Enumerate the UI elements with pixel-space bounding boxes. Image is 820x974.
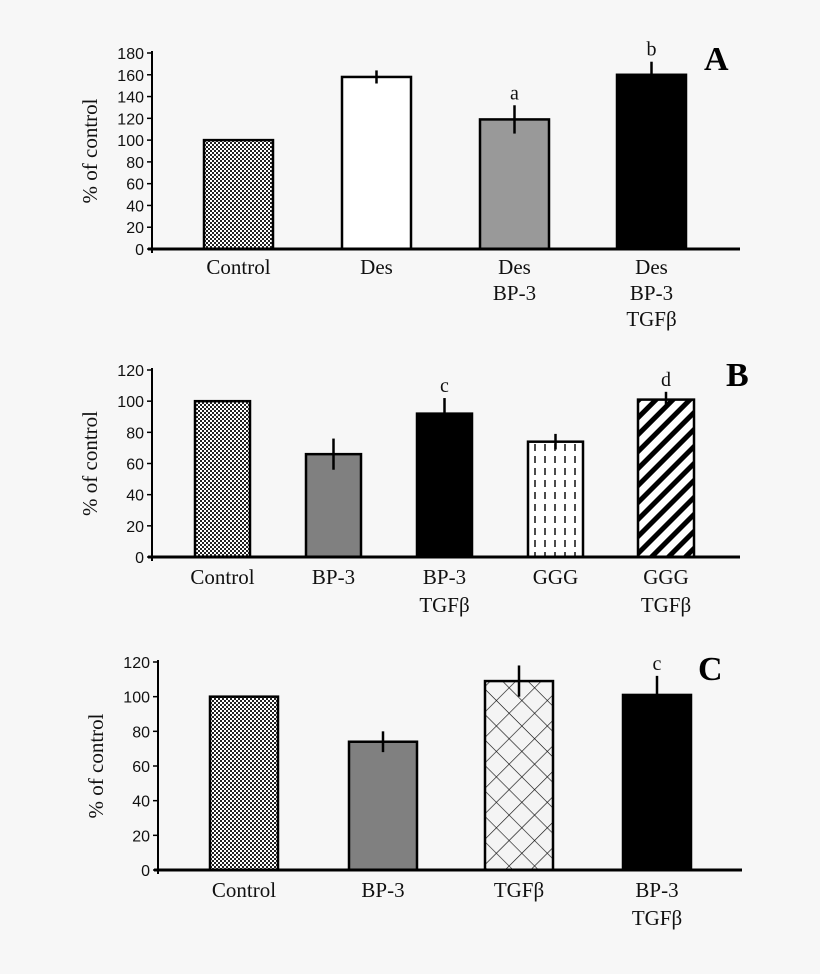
y-tick-label: 80 (132, 724, 150, 741)
x-category-label: Des (635, 255, 668, 279)
y-tick-label: 80 (126, 425, 144, 442)
x-category-label: BP-3 (312, 565, 355, 589)
x-category-label: TGFβ (419, 593, 469, 617)
x-category-label: TGFβ (641, 593, 691, 617)
y-tick-label: 100 (123, 690, 150, 707)
y-tick-label: 180 (117, 46, 144, 63)
panel-label: C (698, 651, 723, 688)
y-tick-label: 160 (117, 68, 144, 85)
bar (415, 412, 474, 559)
significance-label: c (653, 653, 662, 675)
x-category-label: TGFβ (626, 307, 676, 331)
bar (621, 693, 693, 872)
y-tick-label: 120 (123, 655, 150, 672)
chart-panel-A: % of control 0 20 40 60 80 100 120 140 160 180 Cont… (78, 39, 740, 331)
y-tick-label: 100 (117, 133, 144, 150)
panel-label: A (704, 41, 729, 78)
y-tick-label: 100 (117, 394, 144, 411)
chart-panel-B: % of control 0 20 40 60 80 100 120 Control BP-3 c B… (78, 357, 749, 617)
bar (347, 740, 419, 872)
bar (478, 118, 551, 251)
significance-label: b (647, 39, 657, 61)
y-tick-label: 60 (126, 177, 144, 194)
bar (526, 440, 585, 559)
y-tick-label: 0 (135, 550, 144, 567)
x-category-label: BP-3 (635, 878, 678, 902)
bar (208, 695, 280, 872)
y-tick-label: 20 (132, 828, 150, 845)
y-tick-label: 140 (117, 90, 144, 107)
x-category-label: TGFβ (494, 878, 544, 902)
y-tick-label: 20 (126, 220, 144, 237)
y-tick-label: 60 (132, 759, 150, 776)
chart-panel-C: % of control 0 20 40 60 80 100 120 Control BP-3 TG… (84, 651, 742, 930)
x-category-label: BP-3 (630, 281, 673, 305)
panel-label: B (726, 357, 749, 394)
significance-label: a (510, 82, 519, 104)
y-tick-label: 40 (126, 198, 144, 215)
bar (483, 679, 555, 872)
y-tick-label: 20 (126, 519, 144, 536)
y-axis-label: % of control (78, 98, 102, 203)
x-category-label: GGG (643, 565, 689, 589)
y-tick-label: 60 (126, 457, 144, 474)
y-tick-label: 120 (117, 363, 144, 380)
bar (340, 75, 413, 251)
x-category-label: BP-3 (423, 565, 466, 589)
x-category-label: BP-3 (493, 281, 536, 305)
significance-label: d (661, 369, 671, 391)
x-category-label: BP-3 (361, 878, 404, 902)
bar (615, 73, 688, 251)
y-axis-label: % of control (84, 713, 108, 818)
x-category-label: GGG (533, 565, 579, 589)
y-tick-label: 120 (117, 111, 144, 128)
y-tick-label: 40 (132, 794, 150, 811)
x-category-label: Control (212, 878, 276, 902)
y-tick-label: 0 (135, 242, 144, 259)
x-category-label: Des (360, 255, 393, 279)
y-tick-label: 80 (126, 155, 144, 172)
y-tick-label: 40 (126, 488, 144, 505)
significance-label: c (440, 375, 449, 397)
bar (193, 399, 252, 559)
x-category-label: TGFβ (632, 906, 682, 930)
bar (636, 398, 696, 559)
x-category-label: Des (498, 255, 531, 279)
y-tick-label: 0 (141, 863, 150, 880)
x-category-label: Control (206, 255, 270, 279)
bar (202, 138, 275, 251)
x-category-label: Control (190, 565, 254, 589)
y-axis-label: % of control (78, 411, 102, 516)
